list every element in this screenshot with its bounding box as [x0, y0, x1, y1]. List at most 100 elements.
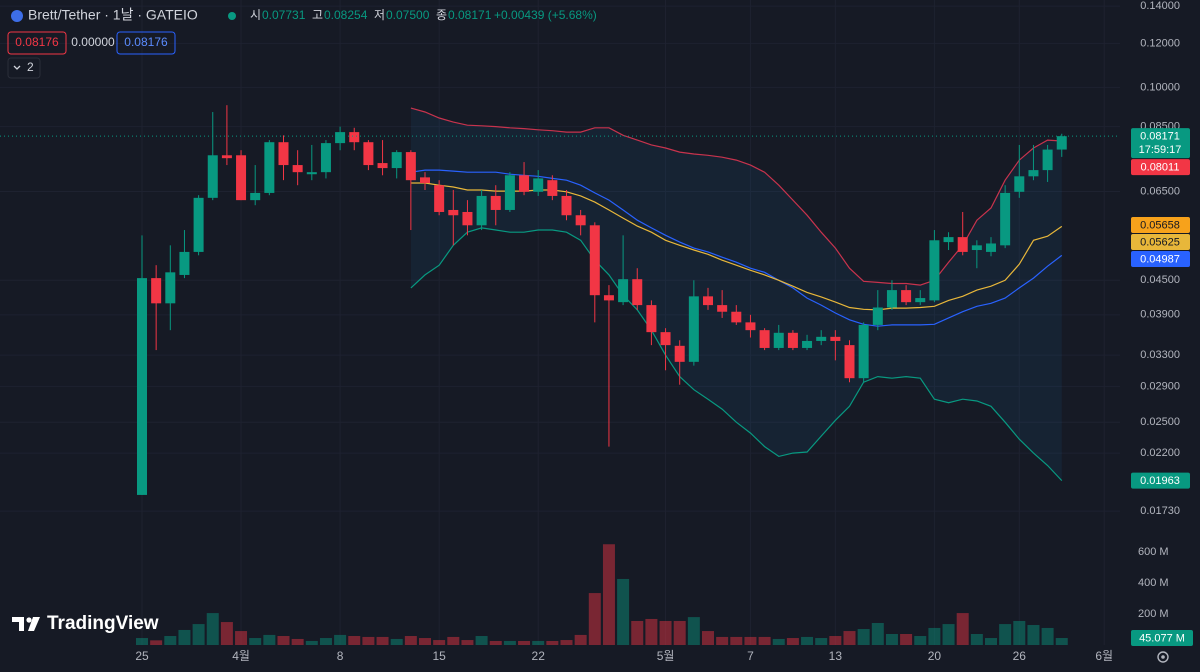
candle-body — [137, 278, 147, 495]
x-tick-label: 25 — [135, 649, 149, 663]
candle-body — [703, 296, 713, 306]
candle-body — [151, 278, 162, 304]
volume-bar — [602, 544, 615, 645]
collapse-count: 2 — [27, 60, 34, 74]
volume-bar — [447, 636, 460, 645]
candle-body — [759, 330, 770, 348]
candle-body — [533, 178, 544, 192]
overlay: Brett/Tether · 1날 · GATEIO 0.08176 0.000… — [7, 7, 1169, 663]
candle-body — [858, 324, 869, 379]
ohlc-value: 0.07731 — [262, 8, 306, 22]
plot — [0, 105, 1120, 645]
candle-body — [731, 311, 742, 323]
candle-body — [165, 272, 176, 304]
volume-bar — [461, 640, 474, 645]
volume-bar — [206, 613, 219, 645]
candle-body — [193, 197, 204, 252]
indicator-line — [410, 107, 1062, 286]
volume-bar — [433, 640, 446, 645]
candle-body — [462, 211, 473, 226]
volume-bar — [178, 629, 191, 645]
volume-bar — [419, 638, 431, 645]
volume-bar — [815, 638, 828, 645]
legend-value: 0.08176 — [124, 35, 168, 49]
volume-bar — [588, 593, 601, 645]
volume-bar — [928, 627, 941, 645]
legend-value: 0.08176 — [15, 35, 59, 49]
candle-body — [320, 143, 331, 173]
y-tick-label: 0.03300 — [1140, 349, 1180, 361]
volume-bar — [645, 618, 658, 645]
candle-body — [816, 336, 827, 341]
settings-icon[interactable] — [1157, 651, 1169, 663]
candle-body — [476, 195, 487, 226]
volume-bar — [518, 640, 531, 645]
volume-bar — [376, 636, 389, 645]
price-label-box — [1131, 128, 1190, 159]
volume-bar — [136, 638, 148, 645]
candle-body — [943, 237, 954, 243]
price-label-box — [1131, 472, 1190, 489]
candle-body — [179, 251, 190, 275]
ohlc-label: 종 — [436, 8, 447, 22]
volume-bar — [900, 633, 913, 645]
candle-body — [335, 132, 346, 144]
x-tick-label: 15 — [432, 649, 446, 663]
candle-body — [420, 177, 430, 184]
candle-body — [688, 296, 699, 362]
candle-body — [844, 345, 855, 379]
volume-bar — [546, 640, 559, 645]
candle-body — [1042, 149, 1053, 171]
volume-bar — [235, 631, 248, 645]
volume-bar — [334, 634, 347, 645]
volume-bar — [956, 613, 969, 645]
volume-bar — [631, 620, 644, 645]
volume-bar — [716, 636, 729, 645]
volume-label-box — [1131, 630, 1193, 647]
volume-bar — [730, 636, 743, 645]
brand-logo — [26, 617, 32, 623]
volume-bar — [192, 624, 205, 645]
candle-body — [391, 152, 402, 169]
candle-body — [561, 195, 572, 216]
y-tick-label: 0.02200 — [1140, 447, 1180, 459]
volume-bar — [659, 620, 672, 645]
candle-body — [929, 240, 940, 301]
candle-body — [575, 215, 586, 226]
x-tick-label: 5월 — [657, 649, 675, 663]
volume-bar — [489, 640, 502, 645]
candle-body — [1028, 170, 1039, 177]
volume-label: 45.077 M — [1139, 632, 1185, 644]
indicator-line — [410, 227, 1063, 482]
price-change: +0.00439 (+5.68%) — [494, 8, 597, 22]
volume-bar — [885, 633, 898, 645]
volume-bar — [673, 620, 686, 645]
price-label: 0.05658 — [1140, 219, 1180, 231]
y-tick-label: 0.04500 — [1140, 274, 1180, 286]
candle-body — [787, 332, 798, 348]
candle-body — [490, 195, 501, 210]
y-tick-label: 0.14000 — [1140, 0, 1180, 12]
volume-bar — [985, 638, 997, 645]
collapse-button[interactable] — [7, 57, 41, 79]
candle-body — [1056, 136, 1067, 150]
candle-body — [405, 152, 416, 181]
y-tick-label: 0.12000 — [1140, 37, 1180, 49]
brand-name: TradingView — [47, 613, 159, 634]
candle-body — [306, 172, 317, 175]
volume-bar — [390, 638, 403, 645]
candle-body — [434, 185, 445, 212]
x-tick-label: 26 — [1013, 649, 1027, 663]
legend-box — [7, 31, 67, 55]
candle-body — [547, 180, 558, 196]
volume-bar — [786, 638, 799, 645]
grid — [0, 0, 1120, 645]
candle-body — [745, 322, 756, 331]
candle-body — [986, 243, 996, 252]
volume-bar — [532, 640, 545, 645]
ohlc-label: 시 — [250, 8, 261, 22]
symbol-logo — [11, 10, 23, 22]
volume-bar — [220, 622, 233, 645]
